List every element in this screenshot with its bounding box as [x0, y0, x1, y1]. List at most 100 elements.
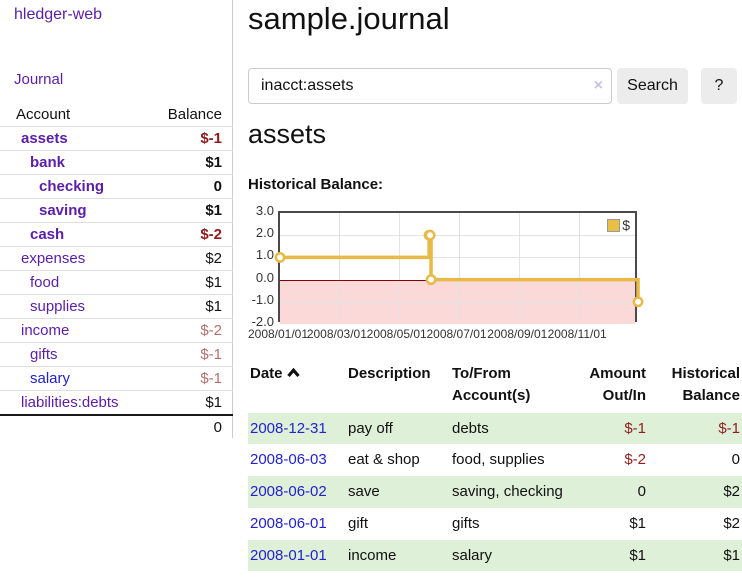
- amount-column-header: Amount Out/In: [589, 365, 646, 404]
- account-balance: $-1: [200, 370, 222, 387]
- description-cell: income: [346, 539, 450, 572]
- account-row-salary: salary $-1: [0, 366, 233, 390]
- help-button[interactable]: ?: [701, 68, 737, 104]
- description-cell: pay off: [346, 412, 450, 445]
- tofrom-column-header: To/From Account(s): [452, 365, 531, 404]
- historical-balance-chart: 3.0 2.0 1.0 0.0 -1.0 -2.0 $ 2008/01/01 2008/03…: [248, 200, 742, 348]
- description-cell: eat & shop: [348, 451, 420, 469]
- register-row: 2008-06-03 eat & shop food, supplies $-2 0: [248, 444, 742, 476]
- register-row: 2008-01-01 income salary $1 $1: [248, 539, 742, 572]
- account-row-assets: assets $-1: [0, 126, 233, 150]
- y-tick-label: -2.0: [251, 314, 274, 329]
- x-tick-label: 2008/05/01: [366, 327, 427, 341]
- amount-cell: $-1: [568, 412, 648, 445]
- x-tick-label: 2008/11/01: [547, 327, 607, 341]
- date-link[interactable]: 2008-06-03: [250, 451, 327, 469]
- account-link[interactable]: bank: [30, 154, 66, 171]
- date-link[interactable]: 2008-12-31: [250, 419, 327, 437]
- accounts-cell: salary: [450, 539, 568, 572]
- balance-cell: $-1: [648, 412, 742, 445]
- x-tick-label: 2008/03/01: [306, 327, 367, 341]
- y-tick-label: 0.0: [255, 269, 274, 285]
- account-row-supplies: supplies $1: [0, 294, 233, 318]
- search-bar: ×: [248, 68, 612, 104]
- legend-color-swatch: [607, 218, 621, 232]
- vertical-gridline: [459, 213, 460, 320]
- account-column-header: Account: [16, 106, 71, 123]
- account-balance: $1: [205, 298, 222, 315]
- sort-ascending-icon: [286, 363, 300, 385]
- balance-cell: $2: [648, 476, 742, 508]
- account-row-food: food $1: [0, 270, 233, 294]
- chart-legend: $: [607, 217, 630, 233]
- date-cell: 2008-06-01: [248, 508, 346, 540]
- account-balance: $-2: [200, 322, 222, 339]
- total-row: 0: [0, 414, 233, 438]
- y-tick-label: 2.0: [255, 225, 274, 241]
- account-balance: $1: [205, 394, 222, 411]
- register-table: Date Description To/From Account(s) Amoun…: [248, 359, 742, 572]
- accounts-cell: gifts: [452, 514, 480, 532]
- balance-cell: 0: [731, 451, 740, 469]
- date-cell: 2008-01-01: [248, 539, 346, 572]
- date-link[interactable]: 2008-06-02: [250, 483, 327, 500]
- balance-cell: $2: [723, 514, 740, 532]
- register-header-row: Date Description To/From Account(s) Amoun…: [248, 359, 742, 413]
- account-link[interactable]: salary: [30, 370, 71, 387]
- horizontal-gridline: [280, 235, 635, 236]
- account-link[interactable]: gifts: [30, 346, 58, 363]
- date-header-label: Date: [250, 365, 283, 382]
- account-balance-table: Account Balance assets $-1 bank $1 checking 0…: [0, 103, 233, 438]
- account-balance: $1: [205, 202, 222, 219]
- account-heading: assets: [248, 119, 327, 149]
- y-tick-label: -1.0: [251, 291, 274, 307]
- chart-plot-area: $: [274, 211, 644, 324]
- x-tick-label: 2008/07/01: [426, 327, 487, 341]
- sidebar: hledger-web Journal Account Balance asse…: [0, 0, 233, 438]
- vertical-gridline: [339, 213, 340, 320]
- y-tick-label: 3.0: [255, 203, 274, 218]
- y-tick-label: 1.0: [255, 247, 274, 263]
- balance-column-header: Balance: [167, 106, 222, 123]
- account-balance: 0: [213, 178, 222, 195]
- account-row-liabilities-debts: liabilities:debts $1: [0, 390, 233, 414]
- account-row-saving: saving $1: [0, 198, 233, 222]
- account-row-gifts: gifts $-1: [0, 342, 233, 366]
- accounts-cell: debts: [450, 412, 568, 445]
- account-link[interactable]: assets: [21, 130, 68, 147]
- account-balance: $1: [205, 274, 222, 291]
- account-link[interactable]: food: [30, 274, 60, 291]
- account-link[interactable]: cash: [30, 226, 65, 243]
- date-link[interactable]: 2008-01-01: [250, 546, 327, 564]
- date-link[interactable]: 2008-06-01: [250, 514, 327, 532]
- amount-cell: $1: [629, 514, 646, 532]
- data-point-marker: [274, 251, 286, 263]
- account-link[interactable]: expenses: [21, 250, 86, 267]
- clear-search-icon[interactable]: ×: [593, 77, 603, 94]
- account-balance: $-1: [200, 130, 222, 147]
- horizontal-gridline: [280, 257, 635, 258]
- date-column-header[interactable]: Date: [248, 359, 346, 413]
- balance-cell: $1: [648, 539, 742, 572]
- account-link[interactable]: income: [21, 322, 70, 339]
- chart-title: Historical Balance:: [248, 176, 384, 193]
- total-balance: 0: [213, 418, 222, 436]
- search-input[interactable]: [248, 68, 612, 104]
- register-row: 2008-06-01 gift gifts $1 $2: [248, 508, 742, 540]
- account-row-cash: cash $-2: [0, 222, 233, 246]
- account-link[interactable]: supplies: [30, 298, 86, 315]
- account-balance: $1: [205, 154, 222, 171]
- date-cell: 2008-12-31: [248, 412, 346, 445]
- account-row-bank: bank $1: [0, 150, 233, 174]
- brand-link[interactable]: hledger-web: [14, 6, 103, 23]
- horizontal-gridline: [280, 302, 635, 303]
- account-link[interactable]: checking: [39, 178, 105, 195]
- data-point-marker: [632, 296, 644, 308]
- search-button[interactable]: Search: [617, 68, 688, 104]
- accounts-cell: food, supplies: [452, 451, 545, 469]
- sidebar-item-journal[interactable]: Journal: [14, 71, 64, 88]
- account-link[interactable]: liabilities:debts: [21, 394, 119, 411]
- account-link[interactable]: saving: [39, 202, 87, 219]
- register-row: 2008-06-02 save saving, checking 0 $2: [248, 476, 742, 508]
- data-point-marker: [424, 229, 436, 241]
